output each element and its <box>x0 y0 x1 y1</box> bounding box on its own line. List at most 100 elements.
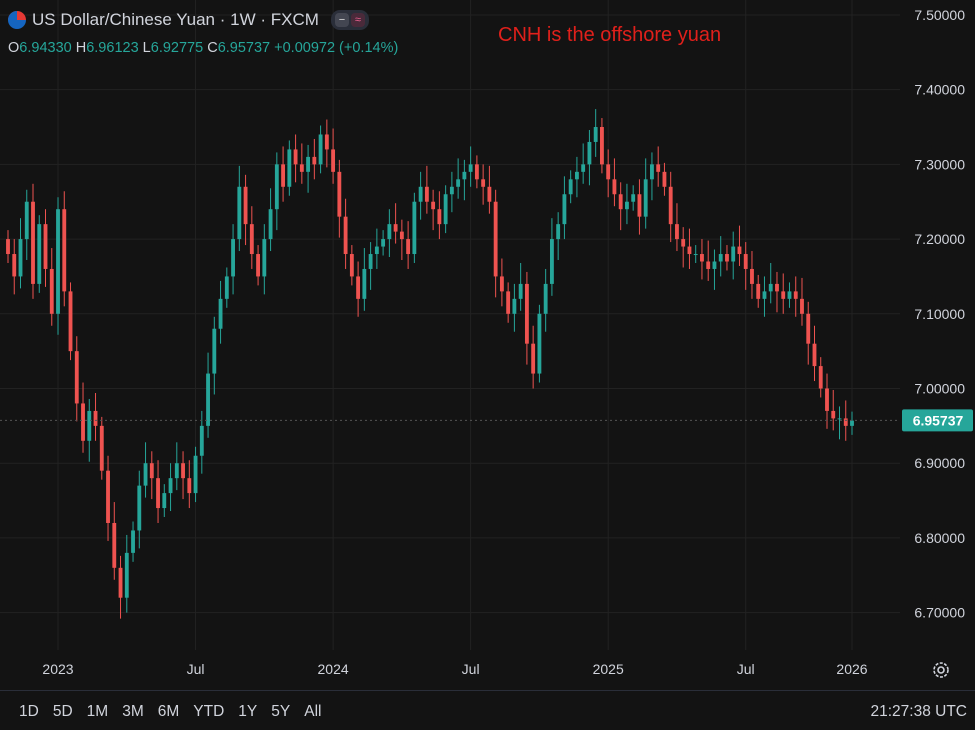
x-tick-label: Jul <box>737 661 755 677</box>
candle-body <box>662 171 667 187</box>
candle-body <box>481 179 486 187</box>
high-label: H <box>75 40 87 56</box>
candle-body <box>537 313 542 374</box>
range-button-all[interactable]: All <box>304 703 322 720</box>
range-button-3m[interactable]: 3M <box>122 703 144 720</box>
candle-body <box>181 463 185 479</box>
candle-body <box>312 156 317 165</box>
price-axis[interactable]: 7.50000 7.40000 7.30000 7.20000 7.10000 7.000… <box>914 7 965 621</box>
candle-body <box>306 156 311 172</box>
candle-body <box>12 254 17 277</box>
candle-body <box>650 164 654 180</box>
range-button-5y[interactable]: 5Y <box>271 703 291 720</box>
last-price-badge: 6.95737 <box>902 409 973 432</box>
wave-icon[interactable]: ≈ <box>350 13 365 27</box>
candle-body <box>243 186 248 225</box>
utc-clock[interactable]: 21:27:38 UTC <box>870 703 968 720</box>
candle-body <box>368 254 373 269</box>
candle-body <box>224 276 229 299</box>
candle-body <box>56 209 60 314</box>
candle-body <box>281 164 286 187</box>
symbol-title: US Dollar/Chinese Yuan · 1W · FXCM <box>32 10 319 29</box>
candle-body <box>168 478 173 494</box>
candle-body <box>106 470 110 523</box>
open-label: O <box>8 40 20 56</box>
gear-icon[interactable] <box>931 660 951 680</box>
low-value: 6.92775 <box>150 40 204 56</box>
range-button-1m[interactable]: 1M <box>86 703 109 720</box>
ohlc-values: O6.94330 H6.96123 L6.92775 C6.95737 +0.0… <box>8 40 398 56</box>
x-tick-label: 2026 <box>836 661 867 677</box>
range-button-6m[interactable]: 6M <box>157 703 180 720</box>
candle-body <box>81 403 85 441</box>
candle-body <box>618 194 623 210</box>
change-value: +0.00972 (+0.14%) <box>274 40 399 56</box>
candle-body <box>806 313 811 344</box>
candle-body <box>262 239 267 277</box>
range-button-5d[interactable]: 5D <box>52 703 73 720</box>
minus-icon[interactable]: − <box>334 13 349 27</box>
candle-body <box>43 224 48 269</box>
candle-body <box>249 224 254 255</box>
candle-body <box>443 194 448 225</box>
candle-body <box>87 410 92 441</box>
candle-body <box>625 201 629 210</box>
us-flag-icon <box>8 11 26 29</box>
candles <box>6 109 854 619</box>
candle-body <box>556 224 561 240</box>
x-tick-label: Jul <box>187 661 205 677</box>
candle-body <box>825 388 829 411</box>
high-value: 6.96123 <box>86 40 139 56</box>
svg-text:6.95737: 6.95737 <box>913 412 964 428</box>
candle-body <box>393 224 398 232</box>
candle-body <box>337 171 342 217</box>
time-axis[interactable]: 2023 Jul 2024 Jul 2025 Jul 2026 <box>42 661 867 677</box>
y-tick-label: 7.10000 <box>914 306 965 322</box>
candle-body <box>274 164 279 210</box>
candle-body <box>693 254 698 256</box>
symbol-legend[interactable]: US Dollar/Chinese Yuan · 1W · FXCM − ≈ <box>8 10 369 30</box>
candle-body <box>362 268 367 299</box>
candle-body <box>418 186 423 202</box>
candle-body <box>581 164 586 172</box>
candle-body <box>456 179 461 187</box>
x-tick-label: 2024 <box>318 661 349 677</box>
price-chart[interactable]: 7.50000 7.40000 7.30000 7.20000 7.10000 7.000… <box>0 0 975 690</box>
candle-body <box>99 425 104 471</box>
candle-body <box>18 239 23 277</box>
indicator-toggle[interactable]: − ≈ <box>330 10 369 30</box>
candle-body <box>256 254 260 277</box>
candle-body <box>237 186 242 240</box>
low-label: L <box>142 40 151 56</box>
candle-body <box>287 149 292 187</box>
candle-body <box>6 239 10 255</box>
candle-body <box>818 366 823 389</box>
range-button-ytd[interactable]: YTD <box>193 703 225 720</box>
candle-body <box>718 254 723 262</box>
candle-body <box>837 418 842 420</box>
candle-body <box>800 298 804 314</box>
y-tick-label: 7.20000 <box>914 231 965 247</box>
candle-body <box>543 283 548 314</box>
candle-body <box>737 246 742 255</box>
candle-body <box>712 261 717 269</box>
candle-body <box>743 254 748 269</box>
candle-body <box>531 343 536 374</box>
grid <box>0 0 900 650</box>
y-tick-label: 6.70000 <box>914 605 965 621</box>
candle-body <box>218 298 223 329</box>
candle-body <box>643 179 648 217</box>
candle-body <box>781 291 786 299</box>
candle-body <box>199 425 204 456</box>
candle-body <box>499 276 504 292</box>
range-button-1d[interactable]: 1D <box>19 703 39 720</box>
candle-body <box>387 224 392 240</box>
candle-body <box>374 246 379 255</box>
candle-body <box>725 254 729 262</box>
range-button-1y[interactable]: 1Y <box>238 703 258 720</box>
y-tick-label: 7.40000 <box>914 82 965 98</box>
candle-body <box>731 246 736 262</box>
candle-body <box>768 283 773 292</box>
x-tick-label: 2023 <box>42 661 73 677</box>
